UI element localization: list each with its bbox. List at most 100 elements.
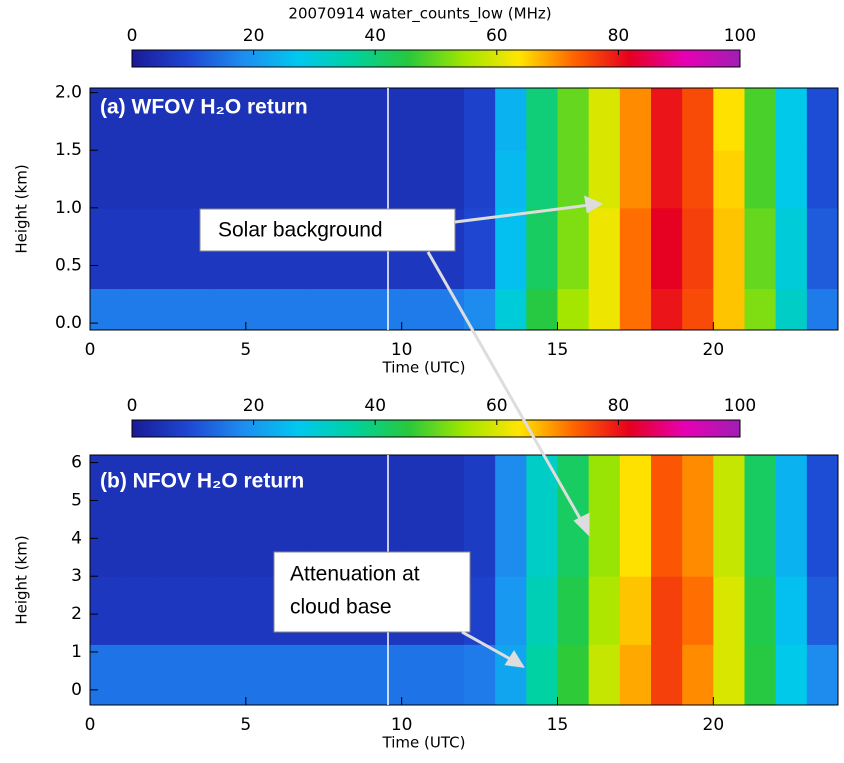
heatmap-cell <box>713 207 745 290</box>
plot-frame <box>89 87 839 331</box>
heatmap-cell <box>588 500 621 577</box>
heatmap-cell <box>775 455 808 501</box>
heatmap-cell <box>121 576 153 645</box>
x-tick-label: 10 <box>391 715 413 735</box>
heatmap-cell <box>339 455 371 501</box>
heatmap-cell <box>121 500 153 577</box>
y-tick-label: 1 <box>71 642 82 662</box>
heatmap-cell <box>557 500 590 577</box>
heatmap-cell <box>651 207 683 290</box>
y-tick-label: 0.0 <box>55 313 82 333</box>
heatmap-cell <box>90 207 122 290</box>
heatmap-cell <box>277 455 309 501</box>
y-tick-label: 1.0 <box>55 198 82 218</box>
heatmap-cell <box>806 644 839 706</box>
heatmap-cell <box>806 455 839 501</box>
heatmap-cell <box>90 576 122 645</box>
heatmap-cell <box>495 88 527 151</box>
heatmap-cell <box>526 455 558 501</box>
heatmap-cell <box>401 455 434 501</box>
y-tick-label: 3 <box>71 566 82 586</box>
heatmap-cell <box>806 88 839 151</box>
heatmap-cell <box>775 150 808 209</box>
heatmap-cell <box>339 644 371 706</box>
heatmap-cell <box>619 576 652 645</box>
heatmap-cell <box>401 288 434 331</box>
colorbar <box>131 419 741 438</box>
heatmap-cell <box>152 88 184 151</box>
panel: (a) WFOV H₂O return 0 5 10 15 20 0.0 0.5 1.0 1.5 2… <box>13 5 839 377</box>
heatmap-cell <box>557 288 590 331</box>
heatmap-cell <box>713 576 745 645</box>
colorbar-tick-label: 20 <box>243 26 265 46</box>
heatmap-cell <box>744 644 777 706</box>
heatmap-cell <box>308 150 340 209</box>
heatmap-cell <box>90 288 122 331</box>
heatmap-cell <box>121 644 153 706</box>
heatmap-cell <box>152 207 184 290</box>
heatmap-cell <box>619 455 652 501</box>
heatmap-cell <box>744 88 777 151</box>
heatmap-cell <box>588 88 621 151</box>
annotation-box <box>273 551 471 633</box>
annotation-box <box>199 208 456 252</box>
heatmap-cell <box>775 88 808 151</box>
heatmap-cell <box>806 207 839 290</box>
heatmap-cell <box>526 576 558 645</box>
colorbar-tick-label: 100 <box>724 26 756 46</box>
heatmap-cell <box>713 500 745 577</box>
heatmap-cell <box>245 88 278 151</box>
heatmap-cell <box>214 88 247 151</box>
heatmap-cell <box>432 455 465 501</box>
heatmap-cell <box>183 500 216 577</box>
heatmap-cell <box>245 455 278 501</box>
heatmap-cell <box>557 576 590 645</box>
heatmap-cell <box>775 500 808 577</box>
heatmap-cell <box>464 644 496 706</box>
heatmap-cell <box>90 88 122 151</box>
heatmap-cell <box>619 88 652 151</box>
heatmap-cell <box>557 88 590 151</box>
heatmap-cell <box>339 88 371 151</box>
heatmap-cell <box>526 288 558 331</box>
y-axis-label: Height (km) <box>13 535 31 624</box>
heatmap-cell <box>183 455 216 501</box>
heatmap-cell <box>464 88 496 151</box>
heatmap-cell <box>775 644 808 706</box>
heatmap-cell <box>495 576 527 645</box>
heatmap-cell <box>682 150 714 209</box>
heatmap-cell <box>713 455 745 501</box>
heatmap-cell <box>651 500 683 577</box>
heatmap-cell <box>495 288 527 331</box>
heatmap-cell <box>152 576 184 645</box>
heatmap-cell <box>619 288 652 331</box>
x-tick-label: 20 <box>703 340 725 360</box>
heatmap-cell <box>495 207 527 290</box>
heatmap-cell <box>214 455 247 501</box>
heatmap-cell <box>588 576 621 645</box>
heatmap-cell <box>339 150 371 209</box>
heatmap-cell <box>214 644 247 706</box>
heatmap-cell <box>183 288 216 331</box>
heatmap-cell <box>713 150 745 209</box>
heatmap-cell <box>713 644 745 706</box>
colorbar-tick-label: 60 <box>486 26 508 46</box>
heatmap-cell <box>526 500 558 577</box>
heatmap-cell <box>744 500 777 577</box>
colorbar-tick-label: 40 <box>364 26 386 46</box>
heatmap-cell <box>214 500 247 577</box>
heatmap-cell <box>713 288 745 331</box>
heatmap-cell <box>152 500 184 577</box>
heatmap-cell <box>619 644 652 706</box>
heatmap-cell <box>682 207 714 290</box>
heatmap-cell <box>619 150 652 209</box>
heatmap-cell <box>121 150 153 209</box>
heatmap-cell <box>557 644 590 706</box>
heatmap-cell <box>214 288 247 331</box>
heatmap-cell <box>401 644 434 706</box>
colorbar-tick-label: 100 <box>724 396 756 416</box>
heatmap-cell <box>183 576 216 645</box>
heatmap-cell <box>495 500 527 577</box>
heatmap-cell <box>744 455 777 501</box>
heatmap-cell <box>557 455 590 501</box>
